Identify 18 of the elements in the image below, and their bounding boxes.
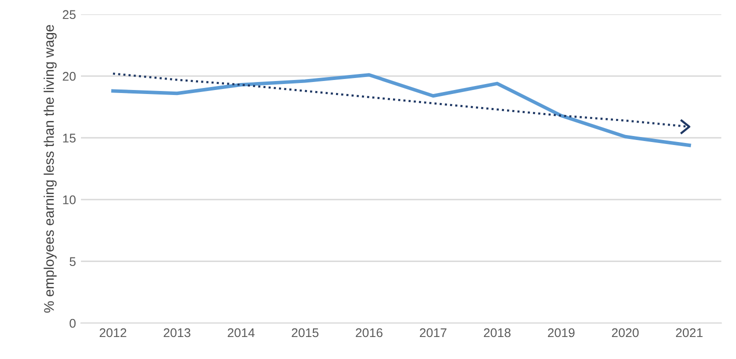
x-tick-label: 2020 bbox=[612, 328, 639, 338]
y-tick-label: 5 bbox=[70, 257, 76, 266]
y-tick-label: 0 bbox=[70, 318, 76, 328]
x-tick-label: 2014 bbox=[228, 328, 255, 338]
x-tick-label: 2012 bbox=[100, 328, 126, 338]
y-axis-title: % employees earning less than the living wage bbox=[44, 24, 57, 313]
y-tick-label: 15 bbox=[63, 134, 76, 143]
x-tick-label: 2015 bbox=[292, 328, 318, 338]
y-tick-label: 20 bbox=[62, 72, 76, 81]
x-tick-label: 2018 bbox=[484, 328, 511, 338]
x-tick-label: 2013 bbox=[164, 328, 190, 338]
x-tick-label: 2017 bbox=[420, 328, 446, 338]
line-series bbox=[111, 73, 691, 147]
y-tick-label: 10 bbox=[63, 195, 76, 204]
y-tick-label: 25 bbox=[62, 10, 76, 20]
x-tick-label: 2021 bbox=[676, 328, 703, 338]
x-tick-label: 2016 bbox=[356, 328, 382, 338]
x-tick-label: 2019 bbox=[548, 328, 575, 338]
